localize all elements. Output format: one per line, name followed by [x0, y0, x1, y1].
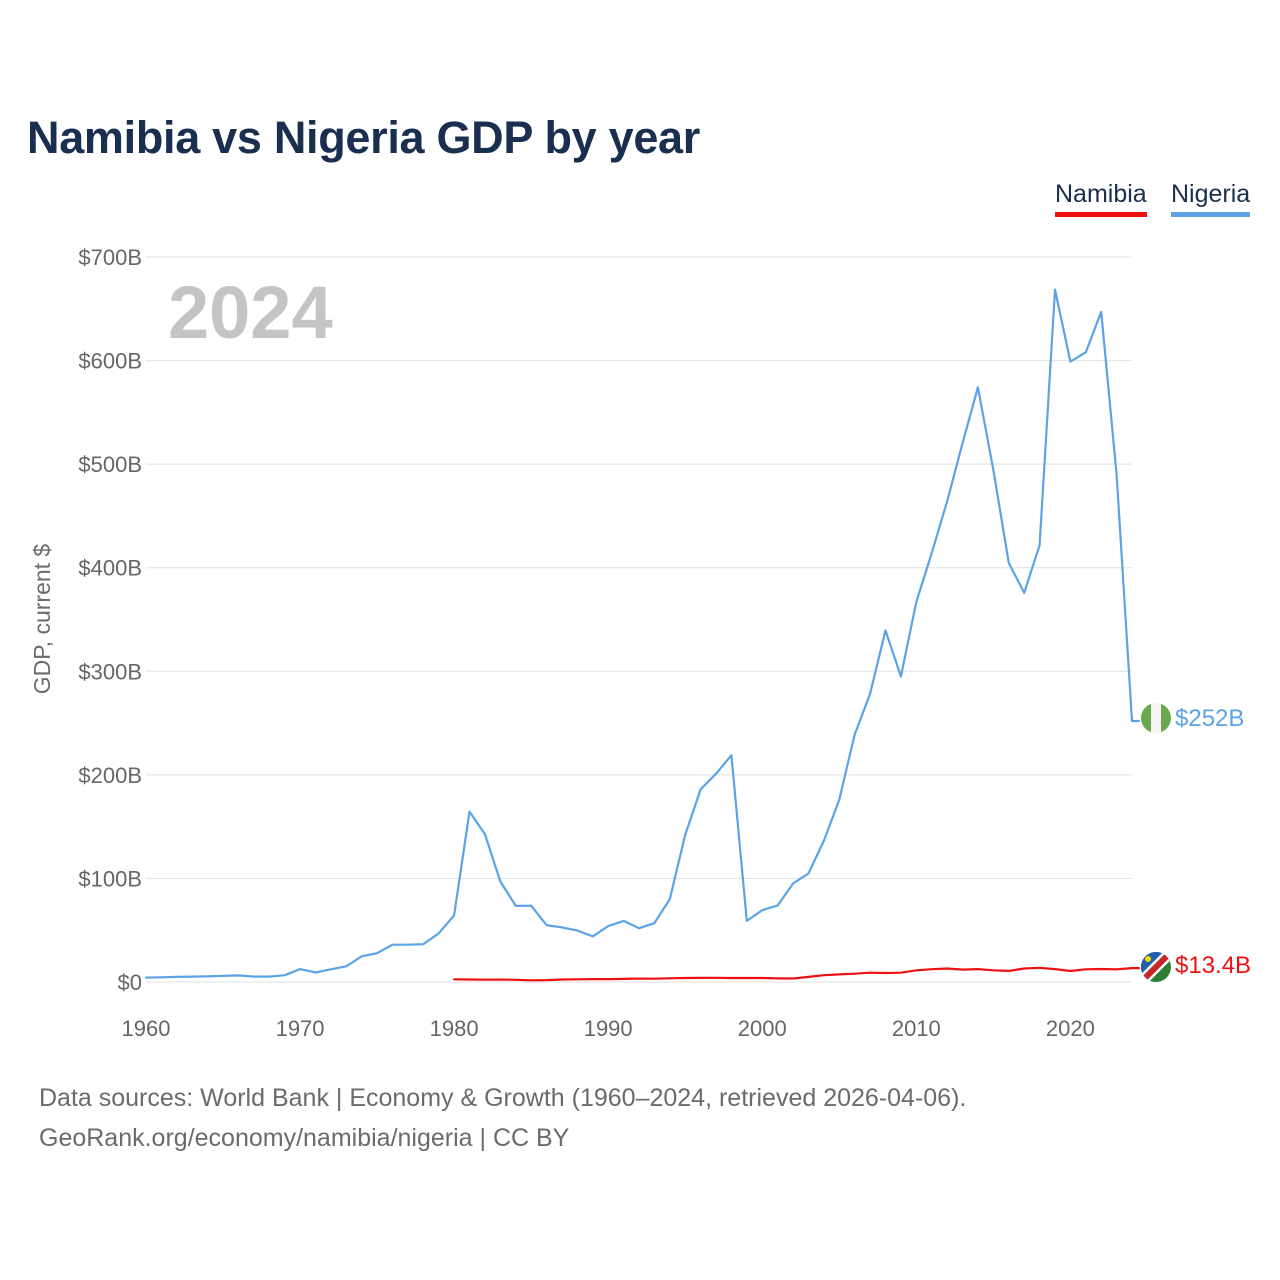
- namibia-end-label: $13.4B: [1175, 952, 1251, 979]
- y-tick-label: $300B: [78, 659, 142, 684]
- namibia-flag-icon: [1141, 952, 1171, 982]
- x-axis-ticks: 1960 1970 1980 1990 2000 2010 2020: [122, 1016, 1095, 1041]
- footer-credit[interactable]: GeoRank.org/economy/namibia/nigeria | CC…: [39, 1124, 570, 1152]
- nigeria-flag-icon: [1141, 703, 1171, 733]
- nigeria-end-label: $252B: [1175, 705, 1244, 732]
- footer-source: Data sources: World Bank | Economy & Gro…: [39, 1084, 967, 1112]
- y-tick-label: $600B: [78, 349, 142, 374]
- y-axis-label: GDP, current $: [29, 544, 55, 695]
- x-tick-label: 1970: [276, 1016, 325, 1041]
- x-tick-label: 1990: [584, 1016, 633, 1041]
- series-line-nigeria: [144, 288, 1141, 979]
- year-watermark: 2024: [168, 271, 333, 354]
- series-line-namibia: [453, 966, 1141, 982]
- x-tick-label: 1960: [122, 1016, 171, 1041]
- x-tick-label: 1980: [430, 1016, 479, 1041]
- y-tick-label: $100B: [78, 866, 142, 891]
- y-tick-label: $500B: [78, 452, 142, 477]
- chart-title: Namibia vs Nigeria GDP by year: [27, 112, 700, 163]
- y-axis-ticks: $0 $100B $200B $300B $400B $500B $600B $700B: [78, 245, 142, 995]
- y-tick-label: $0: [118, 970, 142, 995]
- x-tick-label: 2020: [1046, 1016, 1095, 1041]
- legend-item-namibia[interactable]: Namibia: [1055, 180, 1147, 217]
- x-tick-label: 2010: [892, 1016, 941, 1041]
- x-tick-label: 2000: [738, 1016, 787, 1041]
- y-tick-label: $700B: [78, 245, 142, 270]
- series-lines: [144, 288, 1141, 982]
- legend-item-nigeria[interactable]: Nigeria: [1171, 180, 1251, 217]
- y-tick-label: $200B: [78, 763, 142, 788]
- y-tick-label: $400B: [78, 556, 142, 581]
- gridlines: [146, 256, 1132, 983]
